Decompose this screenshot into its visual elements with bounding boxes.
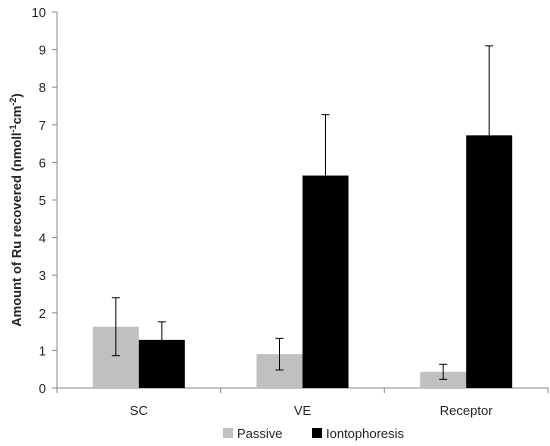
y-axis-title-unit-2: cm [9,106,24,125]
y-axis-title: Amount of Ru recovered (nmoll-1cm-2) [8,93,24,326]
y-tick-label: 4 [39,231,46,246]
bar-passive-receptor [420,371,467,388]
y-tick-label: 10 [32,5,46,20]
x-category-label: VE [294,403,312,418]
chart-bars [92,135,513,388]
y-tick-label: 6 [39,155,46,170]
y-tick-label: 8 [39,80,46,95]
y-axis-title-close: ) [9,93,24,97]
y-axis-title-main: Amount of Ru recovered (nmol [9,136,24,327]
y-tick-label: 3 [39,268,46,283]
chart-legend: Passive Iontophoresis [223,426,405,441]
y-axis-title-unit-1: l [9,132,24,136]
y-tick-label: 7 [39,118,46,133]
y-tick-label: 2 [39,306,46,321]
x-category-label: SC [130,403,148,418]
y-tick-label: 5 [39,193,46,208]
legend-swatch-iontophoresis [312,428,322,438]
legend-label-iontophoresis: Iontophoresis [326,426,405,441]
error-bars [111,45,494,380]
y-tick-label: 9 [39,43,46,58]
legend-label-passive: Passive [237,426,283,441]
y-tick-label: 0 [39,381,46,396]
category-labels: SC VE Receptor [130,403,493,418]
x-category-label: Receptor [440,403,493,418]
y-axis-ticks: 0 1 2 3 4 5 6 7 8 9 10 [32,5,57,396]
y-tick-label: 1 [39,343,46,358]
y-axis-title-sup-2: -2 [8,98,18,106]
legend-swatch-passive [223,428,233,438]
y-axis-title-sup-1: -1 [8,124,18,132]
